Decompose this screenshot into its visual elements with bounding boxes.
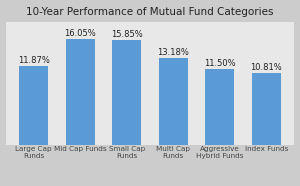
Text: 11.87%: 11.87% bbox=[18, 56, 50, 65]
Text: 13.18%: 13.18% bbox=[158, 48, 189, 57]
Bar bbox=[206, 69, 234, 145]
Bar bbox=[66, 39, 94, 145]
Text: 10.81%: 10.81% bbox=[250, 63, 282, 72]
Text: 11.50%: 11.50% bbox=[204, 59, 236, 68]
Bar bbox=[19, 66, 48, 145]
Bar bbox=[112, 40, 141, 145]
Bar bbox=[159, 58, 188, 145]
Text: 15.85%: 15.85% bbox=[111, 30, 142, 39]
Title: 10-Year Performance of Mutual Fund Categories: 10-Year Performance of Mutual Fund Categ… bbox=[26, 7, 274, 17]
Bar bbox=[252, 73, 281, 145]
Text: 16.05%: 16.05% bbox=[64, 29, 96, 38]
